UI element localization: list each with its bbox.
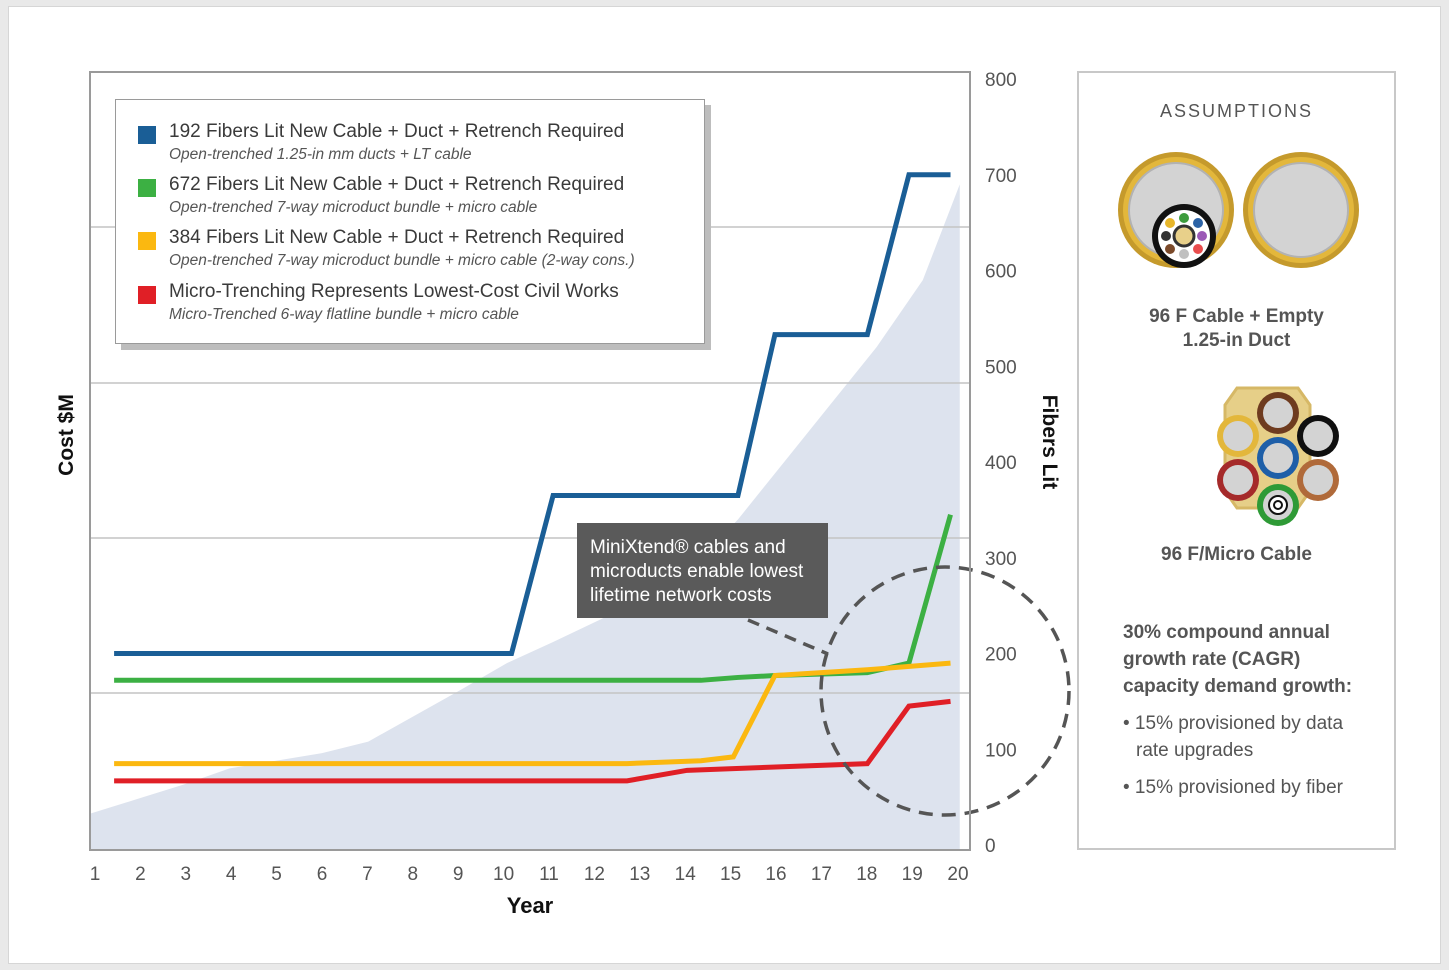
duct-with-cable-icon: [1118, 152, 1234, 268]
y2-tick-label: 400: [985, 453, 1017, 474]
series-line-3: [114, 698, 951, 784]
highlight-circle: [819, 565, 1071, 817]
legend-sublabel: Open-trenched 7-way microduct bundle + m…: [169, 252, 635, 269]
x-tick-label: 13: [629, 864, 650, 885]
x-tick-label: 7: [362, 864, 373, 885]
bullet-data-rate: • 15% provisioned by data rate upgrades: [1123, 710, 1343, 764]
fibers-lit-area: [91, 184, 960, 849]
legend-swatch-red: [138, 286, 156, 304]
y2-tick-label: 800: [985, 70, 1017, 91]
legend-swatch-yellow: [138, 232, 156, 250]
assumptions-panel: ASSUMPTIONS: [1077, 71, 1396, 850]
y2-tick-label: 500: [985, 357, 1017, 378]
y2-tick-label: 100: [985, 740, 1017, 761]
chart-legend: 192 Fibers Lit New Cable + Duct + Retren…: [115, 99, 705, 344]
y2-tick-label: 300: [985, 549, 1017, 570]
y2-tick-label: 700: [985, 166, 1017, 187]
x-tick-label: 4: [226, 864, 237, 885]
legend-label: 384 Fibers Lit New Cable + Duct + Retren…: [169, 227, 625, 248]
y2-tick-label: 200: [985, 645, 1017, 666]
y-axis-label-cost: Cost $M: [55, 394, 78, 476]
x-tick-label: 12: [584, 864, 605, 885]
x-axis-label-year: Year: [506, 893, 554, 918]
series-line-2: [114, 660, 951, 767]
x-tick-label: 15: [720, 864, 741, 885]
callout-box: MiniXtend® cables and microducts enable …: [577, 523, 828, 618]
empty-duct-icon: [1243, 152, 1359, 268]
y2-tick-label: 0: [985, 836, 996, 857]
cagr-line: 30% compound annual: [1123, 622, 1330, 643]
y2-tick-label: 600: [985, 262, 1017, 283]
x-tick-label: 16: [765, 864, 786, 885]
bullet-text: • 15% provisioned by data: [1123, 713, 1344, 734]
assumptions-illustrations: [1118, 152, 1359, 526]
bullet-fiber: • 15% provisioned by fiber: [1123, 777, 1343, 798]
x-tick-label: 19: [902, 864, 923, 885]
x-tick-label: 2: [135, 864, 146, 885]
x-tick-label: 10: [493, 864, 514, 885]
cable-caption-line-2: 1.25-in Duct: [1182, 330, 1291, 351]
callout-line: microducts enable lowest: [590, 561, 804, 582]
microduct-bundle-icon: [1217, 386, 1339, 526]
cagr-text: 30% compound annual growth rate (CAGR) c…: [1123, 619, 1352, 700]
legend-swatch-blue: [138, 126, 156, 144]
legend-label: 192 Fibers Lit New Cable + Duct + Retren…: [169, 121, 625, 142]
x-tick-label: 5: [271, 864, 282, 885]
legend-label: 672 Fibers Lit New Cable + Duct + Retren…: [169, 174, 625, 195]
x-tick-label: 1: [90, 864, 101, 885]
series-line-0: [114, 172, 951, 656]
x-tick-label: 17: [811, 864, 832, 885]
callout-line: lifetime network costs: [590, 585, 772, 606]
x-tick-label: 3: [181, 864, 192, 885]
y-axis-label-fibers-lit: Fibers Lit: [1038, 394, 1061, 490]
cable-caption-line-1: 96 F Cable + Empty: [1149, 306, 1324, 327]
x-tick-label: 8: [408, 864, 419, 885]
legend-sublabel: Open-trenched 1.25-in mm ducts + LT cabl…: [169, 146, 472, 163]
cagr-line: growth rate (CAGR): [1123, 649, 1301, 670]
legend-swatch-green: [138, 179, 156, 197]
micro-cable-caption: 96 F/Micro Cable: [1161, 544, 1312, 565]
legend-sublabel: Micro-Trenched 6-way flatline bundle + m…: [169, 306, 519, 323]
x-tick-label: 9: [453, 864, 464, 885]
cagr-line: capacity demand growth:: [1123, 676, 1353, 697]
x-tick-label: 20: [947, 864, 968, 885]
callout-connector: [747, 618, 829, 656]
x-tick-label: 6: [317, 864, 328, 885]
legend-sublabel: Open-trenched 7-way microduct bundle + m…: [169, 199, 538, 216]
assumptions-title: ASSUMPTIONS: [1159, 101, 1314, 121]
x-tick-label: 11: [539, 864, 559, 885]
legend-label: Micro-Trenching Represents Lowest-Cost C…: [169, 281, 619, 302]
x-tick-label: 18: [856, 864, 877, 885]
x-tick-label: 14: [675, 864, 697, 885]
bullet-text-continued: rate upgrades: [1136, 740, 1254, 761]
callout-line: MiniXtend® cables and: [590, 537, 786, 558]
